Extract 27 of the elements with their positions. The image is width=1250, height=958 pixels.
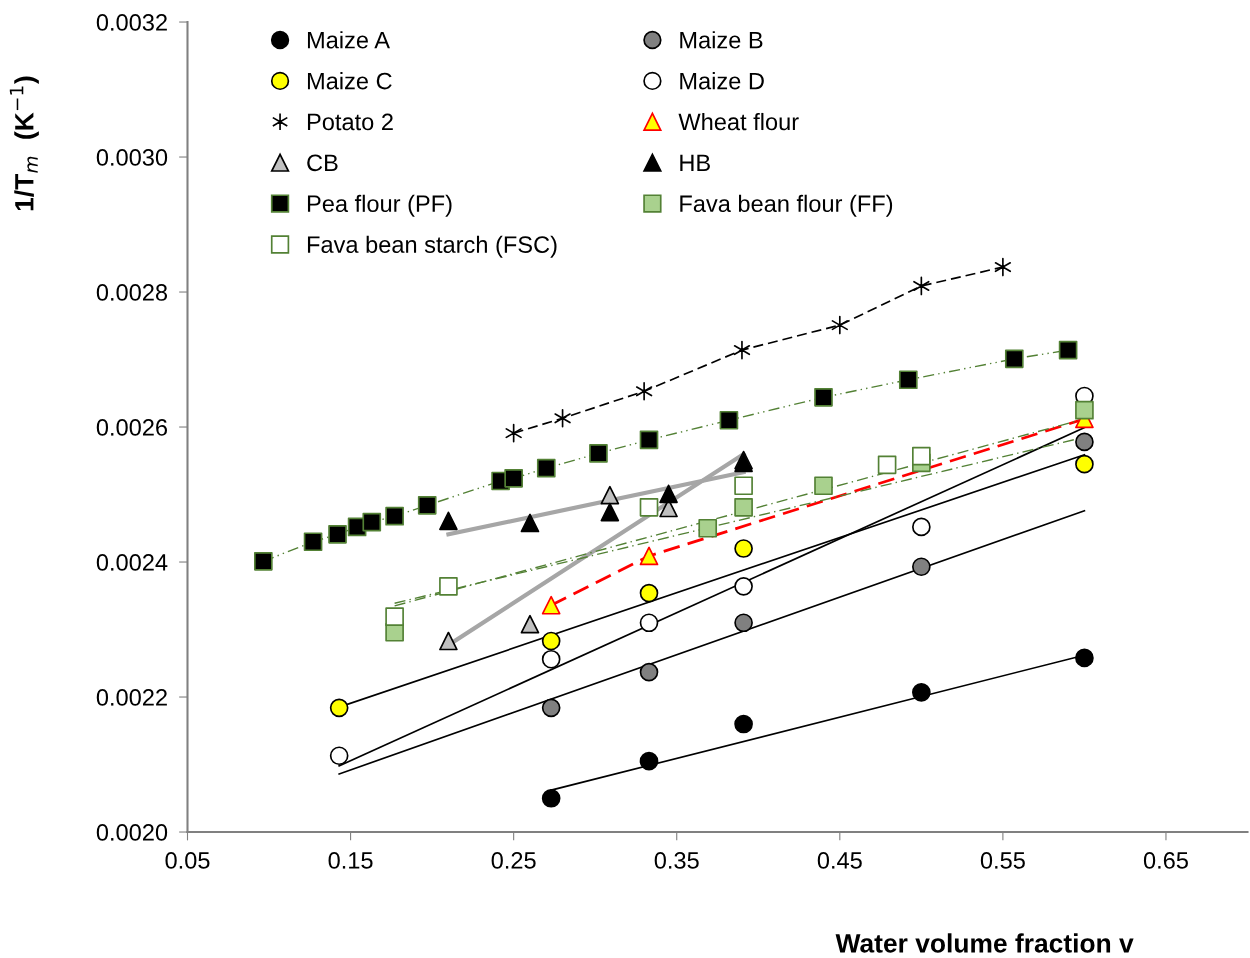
legend-label: HB — [680, 154, 710, 171]
legend-label: Wheat flour — [678, 112, 799, 131]
y-tick-label: 0.0024 — [96, 554, 168, 571]
y-tick-label: 0.0028 — [96, 284, 168, 301]
legend-label: Fava bean starch (FSC) — [307, 235, 557, 258]
y-tick-label: 0.0022 — [96, 689, 167, 706]
legend-label: Pea flour (PF) — [307, 194, 452, 217]
legend-label: Maize A — [307, 31, 390, 49]
x-tick-label: 0.15 — [328, 852, 373, 869]
x-tick-label: 0.65 — [1143, 852, 1188, 869]
x-tick-label: 0.45 — [817, 852, 862, 869]
x-tick-label: 0.25 — [491, 852, 536, 869]
x-tick-label: 0.35 — [654, 852, 699, 869]
x-axis-title: Water volume fraction v — [835, 933, 1134, 953]
y-tick-label: 0.0020 — [96, 824, 168, 841]
legend-label: Maize C — [307, 72, 392, 90]
y-tick-label: 0.0032 — [96, 14, 167, 31]
legend-label: Maize D — [680, 72, 764, 90]
x-tick-label: 0.05 — [165, 852, 210, 869]
legend-label: Maize B — [680, 31, 763, 49]
x-tick-label: 0.55 — [980, 852, 1025, 869]
legend-label: Fava bean flour (FF) — [680, 194, 893, 217]
y-tick-label: 0.0026 — [96, 419, 168, 436]
y-axis-title: 1/T$_{m}$ (K$^{−1}$) — [9, 76, 39, 211]
legend-label: Potato 2 — [307, 113, 393, 131]
y-tick-label: 0.0030 — [96, 149, 168, 166]
legend-label: CB — [307, 154, 338, 172]
